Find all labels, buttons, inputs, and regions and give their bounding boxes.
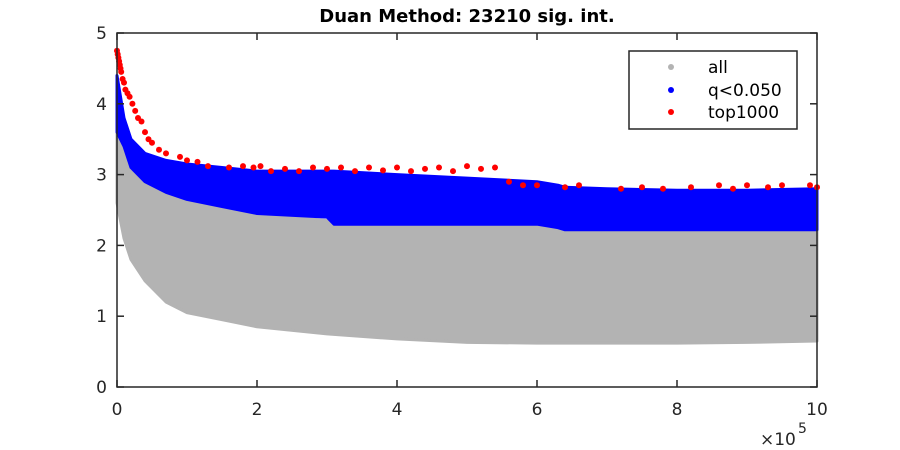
series-2-point-58 xyxy=(765,184,771,191)
series-2-point-33 xyxy=(324,165,330,172)
series-2-point-22 xyxy=(184,157,190,164)
series-2-point-50 xyxy=(576,182,582,189)
series-2-point-25 xyxy=(226,164,232,171)
series-2-point-54 xyxy=(688,184,694,191)
x-tick-label-2: 4 xyxy=(392,400,403,420)
series-2-point-40 xyxy=(422,165,428,172)
series-2-point-45 xyxy=(492,164,498,171)
series-2-point-52 xyxy=(639,184,645,191)
legend-label-q-threshold: q<0.050 xyxy=(708,81,782,101)
series-2-point-35 xyxy=(352,168,358,175)
series-2-point-12 xyxy=(129,100,136,107)
series-2-point-24 xyxy=(205,163,211,170)
series-2-point-27 xyxy=(250,164,257,171)
y-tick-label-4: 4 xyxy=(96,95,107,115)
series-2-point-26 xyxy=(240,163,246,170)
series-2-point-48 xyxy=(534,182,540,189)
y-tick-label-0: 0 xyxy=(96,378,107,398)
series-2-point-53 xyxy=(660,185,666,192)
series-2-point-21 xyxy=(177,153,183,160)
series-2-point-49 xyxy=(562,184,568,191)
x-tick-label-5: 10 xyxy=(806,400,828,420)
series-2-point-8 xyxy=(121,79,127,86)
y-tick-label-3: 3 xyxy=(96,166,107,186)
y-tick-label-2: 2 xyxy=(96,236,107,256)
series-2-point-55 xyxy=(716,182,722,189)
series-2-point-15 xyxy=(138,118,145,125)
legend-marker-all xyxy=(668,64,674,70)
series-2-point-39 xyxy=(408,168,414,175)
series-2-point-51 xyxy=(618,185,624,192)
legend-box xyxy=(628,50,798,130)
legend-label-all: all xyxy=(708,58,728,78)
series-2-point-19 xyxy=(156,146,162,153)
series-2-point-42 xyxy=(450,168,456,175)
x-tick-label-0: 0 xyxy=(112,400,123,420)
y-tick-label-1: 1 xyxy=(96,307,107,327)
series-2-point-47 xyxy=(520,182,526,189)
axis-ticks-layer: 0 2 4 6 8 10 0 1 2 3 4 5 xyxy=(96,24,828,420)
legend-marker-top1000 xyxy=(668,109,674,115)
x-tick-label-3: 6 xyxy=(532,400,543,420)
series-2-point-44 xyxy=(478,165,484,172)
legend: all q<0.050 top1000 xyxy=(628,50,798,130)
series-2-point-36 xyxy=(366,164,372,171)
series-2-point-6 xyxy=(118,68,125,75)
series-2-point-32 xyxy=(310,164,316,171)
plot-area-frame xyxy=(116,32,818,388)
series-2-point-11 xyxy=(126,93,133,100)
x-axis-multiplier-exponent: 5 xyxy=(798,421,807,437)
series-2-point-31 xyxy=(296,168,302,175)
x-tick-label-1: 2 xyxy=(252,400,263,420)
series-2-point-60 xyxy=(807,182,813,189)
series-2-point-29 xyxy=(268,168,274,175)
series-2-point-13 xyxy=(132,107,139,114)
series-2-point-18 xyxy=(149,139,155,146)
series-2-point-16 xyxy=(142,129,148,136)
chart-title: Duan Method: 23210 sig. int. xyxy=(319,6,614,27)
series-2-point-30 xyxy=(282,165,288,172)
legend-label-top1000: top1000 xyxy=(708,103,779,123)
x-axis-multiplier: ×10 xyxy=(760,430,796,450)
series-2-point-23 xyxy=(194,158,201,165)
series-2-point-43 xyxy=(464,163,470,170)
series-2-point-37 xyxy=(380,167,386,174)
series-2-point-38 xyxy=(394,164,400,171)
series-2-point-20 xyxy=(163,150,169,157)
series-2-point-46 xyxy=(506,178,512,185)
x-tick-label-4: 8 xyxy=(672,400,683,420)
series-2-point-28 xyxy=(257,163,264,170)
series-2-point-57 xyxy=(744,182,750,189)
series-2-point-41 xyxy=(436,164,442,171)
legend-marker-q-threshold xyxy=(668,87,674,93)
series-2-point-56 xyxy=(730,185,736,192)
y-tick-label-5: 5 xyxy=(96,24,107,44)
series-2-point-59 xyxy=(779,182,785,189)
series-2-point-34 xyxy=(338,164,344,171)
